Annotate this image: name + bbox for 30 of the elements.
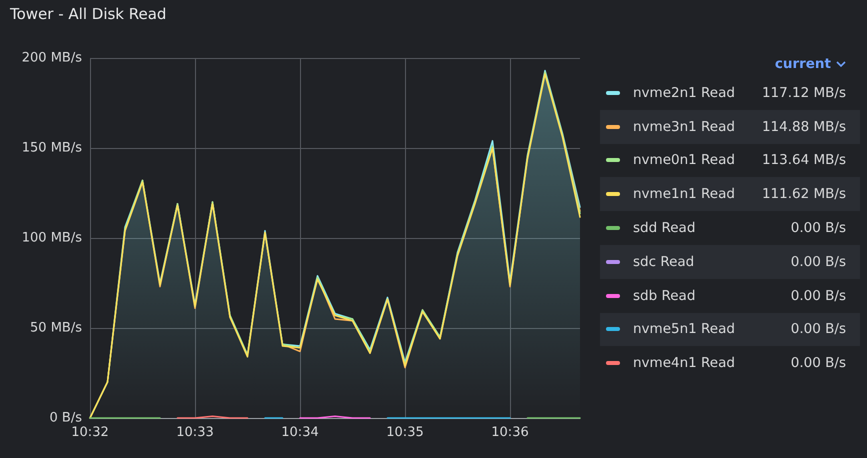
y-tick-label: 150 MB/s bbox=[22, 140, 82, 156]
text: 114.88 MB/s bbox=[762, 118, 846, 135]
legend-label: nvme3n1 Read bbox=[633, 118, 736, 135]
x-tick-label: 10:33 bbox=[176, 425, 214, 440]
text: 117.12 MB/s bbox=[762, 84, 846, 101]
legend-title: current bbox=[774, 56, 831, 72]
y-tick-label: 200 MB/s bbox=[22, 50, 82, 66]
text: 0.00 B/s bbox=[790, 321, 846, 338]
legend-label: nvme1n1 Read bbox=[633, 186, 736, 202]
x-tick-label: 10:36 bbox=[491, 425, 529, 440]
x-tick-label: 10:34 bbox=[281, 425, 319, 440]
y-tick-label: 0 B/s bbox=[50, 410, 82, 426]
chart-title: Tower - All Disk Read bbox=[10, 5, 166, 23]
text: 0.00 B/s bbox=[790, 355, 846, 372]
y-tick-label: 50 MB/s bbox=[30, 320, 82, 336]
x-tick-label: 10:35 bbox=[386, 425, 424, 440]
legend-label: nvme5n1 Read bbox=[633, 321, 736, 338]
text: 0.00 B/s bbox=[790, 220, 846, 236]
legend-label: nvme4n1 Read bbox=[633, 355, 736, 372]
text: 0.00 B/s bbox=[790, 288, 846, 304]
x-tick-label: 10:32 bbox=[71, 425, 109, 440]
legend-label: sdb Read bbox=[633, 288, 696, 304]
legend-label: sdc Read bbox=[633, 254, 696, 270]
y-tick-label: 100 MB/s bbox=[22, 230, 82, 246]
text: 0.00 B/s bbox=[790, 254, 846, 270]
text: 111.62 MB/s bbox=[762, 186, 846, 202]
legend-label: sdd Read bbox=[633, 220, 696, 236]
legend-label: nvme0n1 Read bbox=[633, 152, 736, 168]
legend-label: nvme2n1 Read bbox=[633, 84, 736, 101]
text: 113.64 MB/s bbox=[762, 152, 846, 168]
